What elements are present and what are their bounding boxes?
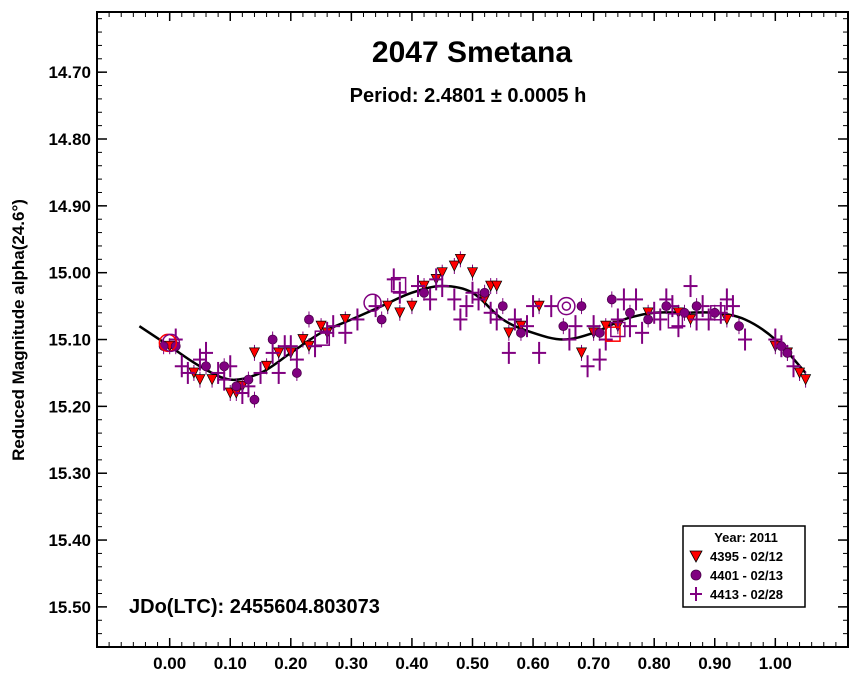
y-tick-label: 15.30 <box>48 464 91 483</box>
legend-title: Year: 2011 <box>714 530 778 545</box>
y-tick-label: 15.40 <box>48 531 91 550</box>
point-4401 <box>497 301 508 312</box>
legend-entry-4395: 4395 - 02/12 <box>710 549 783 564</box>
point-4395 <box>448 260 460 272</box>
data-points <box>158 251 812 408</box>
legend-entry-4401: 4401 - 02/13 <box>710 568 783 583</box>
x-tick-label: 0.80 <box>638 654 671 673</box>
point-4395 <box>194 374 206 386</box>
x-tick-label: 0.90 <box>698 654 731 673</box>
point-4395 <box>466 267 479 279</box>
y-axis-label: Reduced Magnitude alpha(24.6°) <box>9 199 28 461</box>
open-circle-marker <box>557 296 576 316</box>
point-4401 <box>249 394 260 405</box>
y-tick-label: 15.10 <box>48 331 91 350</box>
y-tick-label: 14.80 <box>48 130 91 149</box>
open-square-marker <box>605 326 621 342</box>
x-tick-label: 0.00 <box>153 654 186 673</box>
open-square-marker <box>710 305 726 321</box>
point-4395 <box>206 374 218 386</box>
point-4395 <box>491 280 503 292</box>
point-4395 <box>600 320 612 332</box>
x-tick-label: 0.20 <box>274 654 307 673</box>
point-4395 <box>394 307 406 319</box>
chart-title: 2047 Smetana <box>372 36 572 69</box>
point-4401 <box>594 327 605 338</box>
point-4395 <box>406 300 418 312</box>
y-tick-label: 14.70 <box>48 63 91 82</box>
open-circle-marker <box>363 293 382 313</box>
legend-box <box>682 525 806 608</box>
y-tick-label: 14.90 <box>48 197 91 216</box>
point-4395 <box>436 267 448 279</box>
x-tick-label: 0.30 <box>335 654 368 673</box>
chart-subtitle: Period: 2.4801 ± 0.0005 h <box>350 85 587 107</box>
x-tick-label: 0.10 <box>214 654 247 673</box>
point-4401 <box>606 294 617 305</box>
x-tick-label: 0.60 <box>517 654 550 673</box>
point-4395 <box>454 253 466 266</box>
point-4401 <box>679 307 690 318</box>
x-tick-label: 0.50 <box>456 654 489 673</box>
legend-marker-triangle <box>689 550 703 563</box>
epoch-annotation: JDo(LTC): 2455604.803073 <box>129 596 380 618</box>
point-4401 <box>576 301 587 312</box>
point-4401 <box>643 314 654 325</box>
point-4401 <box>479 287 490 298</box>
open-square-marker <box>610 321 626 338</box>
point-4395 <box>297 334 309 346</box>
point-4395 <box>261 360 273 373</box>
y-tick-label: 15.20 <box>48 397 91 416</box>
open-square-marker <box>314 330 331 346</box>
point-4395 <box>382 300 394 312</box>
point-4401 <box>782 347 793 358</box>
x-tick-label: 1.00 <box>759 654 792 673</box>
point-4395 <box>575 347 588 359</box>
point-4395 <box>315 320 327 332</box>
point-4401 <box>231 381 242 392</box>
x-tick-label: 0.70 <box>577 654 610 673</box>
point-4395 <box>339 314 351 326</box>
x-tick-label: 0.40 <box>395 654 428 673</box>
legend-marker-circle <box>690 569 702 581</box>
point-4395 <box>800 374 812 386</box>
legend-entry-4413: 4413 - 02/28 <box>710 587 783 602</box>
point-4395 <box>503 327 515 339</box>
point-4395 <box>248 347 261 359</box>
point-4395 <box>793 367 806 379</box>
open-square-marker <box>390 276 407 293</box>
open-square-marker <box>667 313 684 329</box>
point-4401 <box>419 287 429 298</box>
axis-ticks: 0.00 0.10 0.20 0.30 0.40 0.50 0.60 0.70 0.80 0.90… <box>48 12 848 673</box>
point-4401 <box>304 314 314 325</box>
legend: Year: 2011 4395 - 02/12 4401 - 02/13 441… <box>682 525 806 608</box>
legend-marker-plus <box>690 587 702 601</box>
point-4401 <box>516 327 526 338</box>
open-circle-marker <box>561 301 572 311</box>
y-tick-label: 15.50 <box>48 598 91 617</box>
point-4401 <box>558 321 569 332</box>
point-4401 <box>734 321 744 332</box>
y-tick-label: 15.00 <box>48 264 91 283</box>
point-4401 <box>376 314 387 325</box>
open-circle-marker <box>161 333 181 353</box>
